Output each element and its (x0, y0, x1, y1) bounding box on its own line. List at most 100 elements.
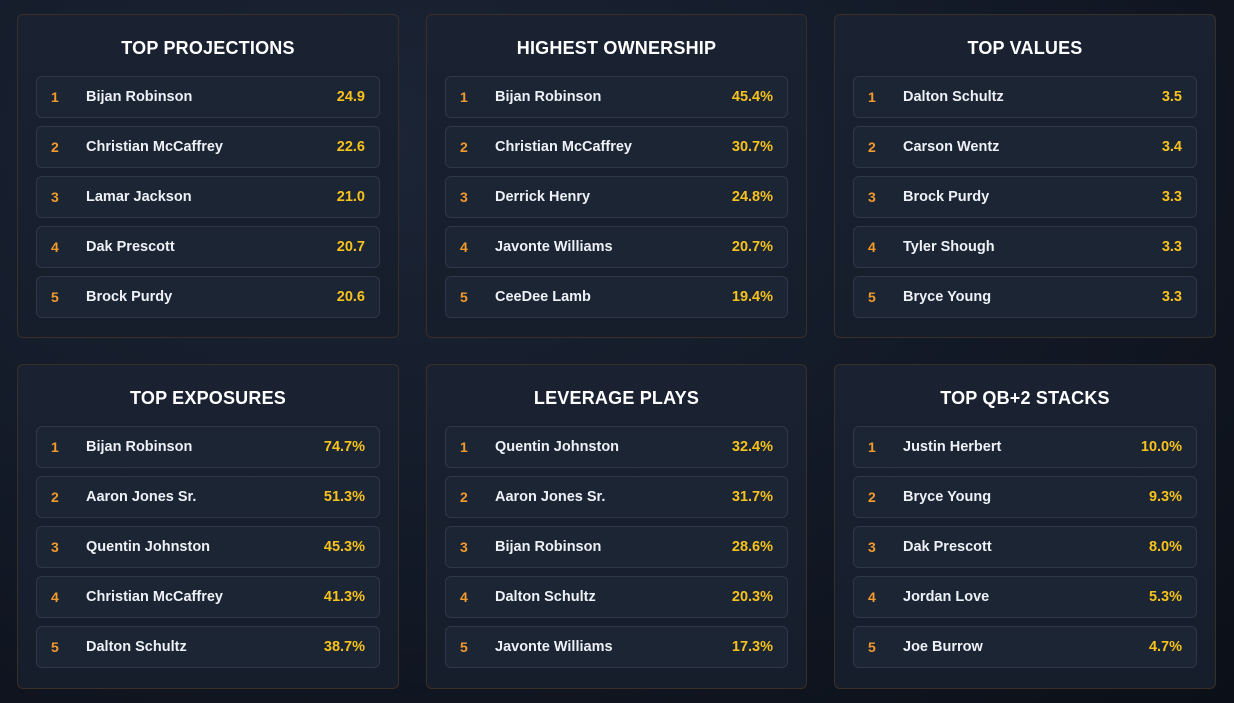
rank-number: 4 (868, 589, 876, 605)
list-item[interactable]: 5 Brock Purdy 20.6 (36, 276, 380, 318)
list-item[interactable]: 1 Bijan Robinson 45.4% (445, 76, 788, 118)
stat-value: 20.7 (336, 239, 365, 255)
rank-number: 5 (51, 639, 59, 655)
rank-number: 1 (868, 89, 876, 105)
stat-value: 31.7% (731, 489, 773, 505)
player-name: Derrick Henry (495, 189, 591, 205)
player-name: Bijan Robinson (495, 89, 602, 105)
stat-value: 19.4% (731, 289, 773, 305)
player-name: Christian McCaffrey (86, 139, 223, 155)
stat-value: 20.3% (731, 589, 773, 605)
rank-number: 5 (868, 289, 876, 305)
list-item[interactable]: 2 Aaron Jones Sr. 31.7% (445, 476, 788, 518)
list-item[interactable]: 5 Javonte Williams 17.3% (445, 626, 788, 668)
list-item[interactable]: 4 Tyler Shough 3.3 (853, 226, 1197, 268)
rank-number: 3 (460, 189, 468, 205)
player-name: Brock Purdy (86, 289, 173, 305)
rank-number: 4 (460, 589, 468, 605)
card-title: HIGHEST OWNERSHIP (516, 38, 717, 58)
rank-number: 2 (868, 139, 876, 155)
list-item[interactable]: 3 Brock Purdy 3.3 (853, 176, 1197, 218)
card-title: TOP PROJECTIONS (121, 38, 295, 58)
list-item[interactable]: 5 CeeDee Lamb 19.4% (445, 276, 788, 318)
stat-value: 74.7% (323, 439, 365, 455)
stat-value: 4.7% (1148, 639, 1182, 655)
card-leverage-plays: LEVERAGE PLAYS 1 Quentin Johnston 32.4% 2 A… (426, 364, 807, 689)
ranking-list: 1 Quentin Johnston 32.4% 2 Aaron Jones Sr. 3… (445, 426, 788, 668)
stat-value: 21.0 (336, 189, 365, 205)
list-item[interactable]: 1 Bijan Robinson 74.7% (36, 426, 380, 468)
list-item[interactable]: 3 Lamar Jackson 21.0 (36, 176, 380, 218)
list-item[interactable]: 4 Jordan Love 5.3% (853, 576, 1197, 618)
list-item[interactable]: 1 Quentin Johnston 32.4% (445, 426, 788, 468)
player-name: Dak Prescott (903, 539, 992, 555)
rank-number: 5 (51, 289, 59, 305)
card-title: TOP EXPOSURES (130, 388, 286, 408)
rank-number: 4 (51, 589, 59, 605)
rank-number: 3 (868, 189, 876, 205)
list-item[interactable]: 2 Christian McCaffrey 30.7% (445, 126, 788, 168)
stat-value: 3.5 (1161, 89, 1182, 105)
list-item[interactable]: 1 Justin Herbert 10.0% (853, 426, 1197, 468)
rank-number: 3 (460, 539, 468, 555)
card-title: TOP VALUES (967, 38, 1083, 58)
ranking-list: 1 Bijan Robinson 45.4% 2 Christian McCaffre… (445, 76, 788, 318)
stat-value: 20.7% (731, 239, 773, 255)
stat-value: 28.6% (731, 539, 773, 555)
rank-number: 2 (460, 139, 468, 155)
list-item[interactable]: 4 Dalton Schultz 20.3% (445, 576, 788, 618)
player-name: Dalton Schultz (86, 639, 187, 655)
rank-number: 3 (51, 189, 59, 205)
list-item[interactable]: 5 Bryce Young 3.3 (853, 276, 1197, 318)
player-name: Lamar Jackson (86, 189, 192, 205)
list-item[interactable]: 3 Dak Prescott 8.0% (853, 526, 1197, 568)
list-item[interactable]: 5 Dalton Schultz 38.7% (36, 626, 380, 668)
player-name: Dak Prescott (86, 239, 175, 255)
rank-number: 2 (51, 489, 59, 505)
player-name: Quentin Johnston (86, 539, 211, 555)
stat-value: 41.3% (323, 589, 365, 605)
list-item[interactable]: 2 Carson Wentz 3.4 (853, 126, 1197, 168)
player-name: Aaron Jones Sr. (86, 489, 197, 505)
rank-number: 1 (868, 439, 876, 455)
stat-value: 38.7% (323, 639, 365, 655)
rank-number: 5 (460, 289, 468, 305)
list-item[interactable]: 3 Bijan Robinson 28.6% (445, 526, 788, 568)
list-item[interactable]: 1 Bijan Robinson 24.9 (36, 76, 380, 118)
card-title: TOP QB+2 STACKS (940, 388, 1110, 408)
player-name: Tyler Shough (903, 239, 995, 255)
list-item[interactable]: 4 Christian McCaffrey 41.3% (36, 576, 380, 618)
player-name: Jordan Love (903, 589, 990, 605)
stat-value: 51.3% (323, 489, 365, 505)
rank-number: 3 (51, 539, 59, 555)
player-name: Aaron Jones Sr. (495, 489, 606, 505)
list-item[interactable]: 3 Quentin Johnston 45.3% (36, 526, 380, 568)
card-highest-ownership: HIGHEST OWNERSHIP 1 Bijan Robinson 45.4% 2… (426, 14, 807, 338)
card-top-qb-stacks: TOP QB+2 STACKS 1 Justin Herbert 10.0% 2 Br… (834, 364, 1216, 689)
list-item[interactable]: 3 Derrick Henry 24.8% (445, 176, 788, 218)
stat-value: 9.3% (1148, 489, 1182, 505)
list-item[interactable]: 2 Bryce Young 9.3% (853, 476, 1197, 518)
rank-number: 4 (460, 239, 468, 255)
list-item[interactable]: 2 Aaron Jones Sr. 51.3% (36, 476, 380, 518)
rank-number: 4 (868, 239, 876, 255)
player-name: Christian McCaffrey (86, 589, 223, 605)
rank-number: 2 (868, 489, 876, 505)
list-item[interactable]: 1 Dalton Schultz 3.5 (853, 76, 1197, 118)
stat-value: 30.7% (731, 139, 773, 155)
rank-number: 1 (460, 89, 468, 105)
stat-value: 8.0% (1148, 539, 1182, 555)
rank-number: 3 (868, 539, 876, 555)
player-name: Christian McCaffrey (495, 139, 632, 155)
list-item[interactable]: 2 Christian McCaffrey 22.6 (36, 126, 380, 168)
stat-value: 3.3 (1161, 239, 1182, 255)
stat-value: 20.6 (336, 289, 365, 305)
stat-value: 24.9 (336, 89, 365, 105)
ranking-list: 1 Bijan Robinson 24.9 2 Christian McCaffrey… (36, 76, 380, 318)
list-item[interactable]: 4 Dak Prescott 20.7 (36, 226, 380, 268)
list-item[interactable]: 5 Joe Burrow 4.7% (853, 626, 1197, 668)
list-item[interactable]: 4 Javonte Williams 20.7% (445, 226, 788, 268)
player-name: Bijan Robinson (86, 439, 193, 455)
stat-value: 17.3% (731, 639, 773, 655)
dashboard-grid: TOP PROJECTIONS 1 Bijan Robinson 24.9 2 Chr… (17, 14, 1216, 689)
